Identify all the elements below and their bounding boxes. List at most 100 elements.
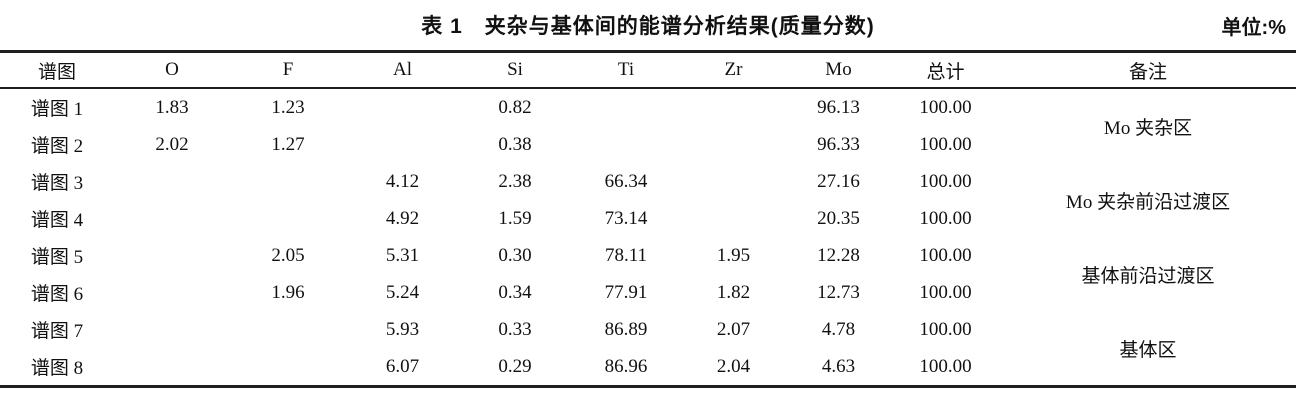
row-label: 谱图 7 [30,321,84,342]
row-label: 谱图 2 [30,136,84,157]
row-label: 谱图 1 [30,99,84,120]
cell: 100.00 [919,318,972,340]
table-caption-row: 表 1 夹杂与基体间的能谱分析结果(质量分数) 单位:% [0,0,1296,50]
cell [346,88,459,126]
unit-label: 单位:% [1221,17,1286,39]
cell [230,200,346,237]
cell: 1.23 [271,96,305,118]
col-header-f: F [282,59,294,80]
energy-spectrum-table: 谱图 O F Al Si Ti Zr Mo 总计 备注 谱图 1 1.83 1.… [0,50,1296,388]
cell: 2.07 [716,318,751,340]
cell: 86.89 [604,318,648,340]
cell: 100.00 [919,244,972,266]
cell [230,311,346,348]
cell: 1.96 [271,281,305,303]
cell: 2.04 [716,355,751,377]
cell: 2.02 [155,133,189,155]
cell [114,237,230,274]
col-header-si: Si [507,59,523,80]
cell: 1.27 [271,133,305,155]
table-row: 谱图 7 5.93 0.33 86.89 2.07 4.78 100.00 基体… [0,311,1296,361]
row-label: 谱图 8 [30,358,84,379]
cell: 1.95 [716,244,751,266]
table-row: 谱图 6 1.96 5.24 0.34 77.91 1.82 12.73 100… [0,274,1296,311]
remark-cell: 基体区 [1119,339,1177,361]
cell: 0.30 [498,244,532,266]
cell: 0.82 [498,96,532,118]
remark-cell: 基体前沿过渡区 [1081,265,1215,287]
table-row: 谱图 5 2.05 5.31 0.30 78.11 1.95 12.28 100… [0,237,1296,287]
cell: 78.11 [604,244,648,266]
cell [230,163,346,200]
cell [571,126,681,163]
cell [114,200,230,237]
cell [114,348,230,387]
cell: 0.38 [498,133,532,155]
cell: 96.13 [817,96,860,118]
cell: 100.00 [919,133,972,155]
table-row: 谱图 8 6.07 0.29 86.96 2.04 4.63 100.00 [0,348,1296,387]
col-header-spectrum: 谱图 [37,61,76,83]
cell: 27.16 [817,170,860,192]
cell: 86.96 [604,355,648,377]
remark-cell: Mo 夹杂区 [1103,117,1193,139]
cell: 6.07 [385,355,420,377]
cell: 0.34 [498,281,532,303]
col-header-remark: 备注 [1128,61,1167,83]
cell [230,348,346,387]
cell [114,311,230,348]
cell: 100.00 [919,207,972,229]
cell [681,200,786,237]
cell: 5.31 [385,244,420,266]
cell: 4.63 [821,355,856,377]
cell [681,126,786,163]
cell: 100.00 [919,96,972,118]
table-row: 谱图 1 1.83 1.23 0.82 96.13 100.00 Mo 夹杂区 [0,88,1296,139]
cell [571,88,681,126]
cell: 12.28 [817,244,860,266]
table-title: 表 1 夹杂与基体间的能谱分析结果(质量分数) [421,15,875,38]
cell: 2.38 [498,170,532,192]
remark-cell: Mo 夹杂前沿过渡区 [1065,191,1231,213]
cell: 66.34 [604,170,648,192]
table-row: 谱图 2 2.02 1.27 0.38 96.33 100.00 [0,126,1296,163]
row-label: 谱图 3 [30,173,84,194]
col-header-mo: Mo [825,59,852,80]
cell: 96.33 [817,133,860,155]
cell: 20.35 [817,207,860,229]
cell: 100.00 [919,281,972,303]
cell: 1.82 [716,281,751,303]
col-header-zr: Zr [724,59,743,80]
table-row: 谱图 4 4.92 1.59 73.14 20.35 100.00 [0,200,1296,237]
header-row: 谱图 O F Al Si Ti Zr Mo 总计 备注 [0,52,1296,88]
cell [681,88,786,126]
col-header-al: Al [393,59,412,80]
cell: 5.24 [385,281,420,303]
cell [346,126,459,163]
cell: 4.78 [821,318,856,340]
cell: 5.93 [385,318,420,340]
cell [114,163,230,200]
cell: 1.83 [155,96,189,118]
cell: 2.05 [271,244,305,266]
table-row: 谱图 3 4.12 2.38 66.34 27.16 100.00 Mo 夹杂前… [0,163,1296,213]
cell: 73.14 [604,207,648,229]
cell: 0.33 [498,318,532,340]
col-header-total: 总计 [926,61,965,83]
row-label: 谱图 5 [30,247,84,268]
col-header-o: O [165,59,179,80]
cell: 77.91 [604,281,648,303]
cell: 100.00 [919,170,972,192]
cell: 4.12 [385,170,420,192]
cell: 0.29 [498,355,532,377]
cell [114,274,230,311]
row-label: 谱图 6 [30,284,84,305]
cell: 4.92 [385,207,420,229]
cell: 1.59 [498,207,532,229]
cell: 100.00 [919,355,972,377]
row-label: 谱图 4 [30,210,84,231]
col-header-ti: Ti [617,59,635,80]
cell [681,163,786,200]
cell: 12.73 [817,281,860,303]
